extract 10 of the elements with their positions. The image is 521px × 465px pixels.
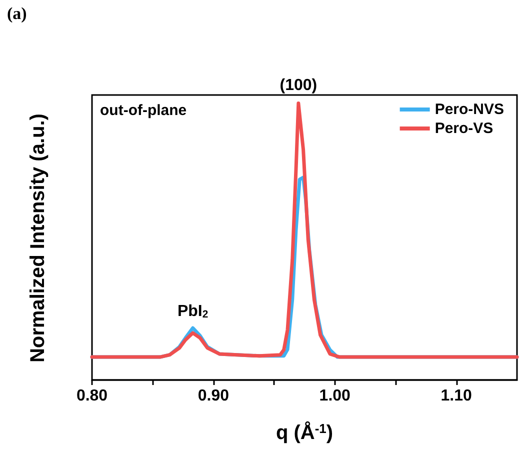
- annotation: (100): [280, 76, 318, 94]
- annotation: out-of-plane: [100, 102, 187, 119]
- x-tick-label: 0.90: [198, 388, 230, 404]
- y-axis-title: Normalized Intensity (a.u.): [27, 114, 49, 362]
- legend-label: Pero-NVS: [434, 101, 504, 118]
- x-tick-label: 0.80: [76, 388, 108, 404]
- x-tick-label: 1.00: [319, 388, 351, 404]
- x-tick-label: 1.10: [440, 388, 472, 404]
- legend-label: Pero-VS: [434, 120, 494, 137]
- chart-title: (a): [7, 4, 27, 23]
